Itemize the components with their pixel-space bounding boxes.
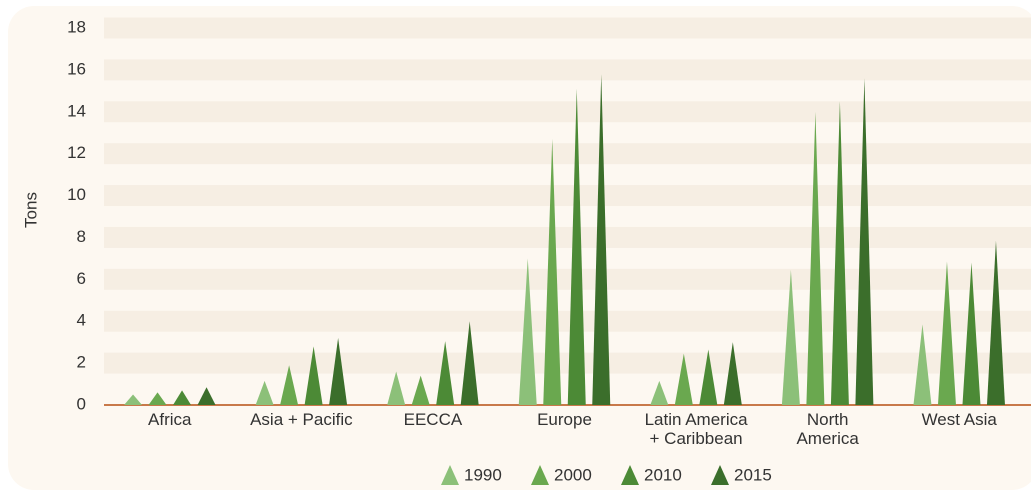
- spike: [830, 101, 849, 406]
- spike: [806, 111, 825, 406]
- y-axis-label: Tons: [21, 192, 40, 228]
- spike: [436, 341, 455, 405]
- x-tick-label: Europe: [537, 410, 592, 429]
- y-tick-label: 10: [67, 185, 86, 204]
- spike: [518, 258, 537, 405]
- spike: [148, 392, 167, 405]
- spike: [962, 262, 981, 405]
- y-tick-label: 0: [77, 394, 86, 413]
- legend-swatch: [621, 465, 639, 485]
- grid-band: [104, 143, 1031, 165]
- spike: [124, 394, 143, 405]
- spike: [723, 342, 742, 405]
- legend-label: 2015: [734, 465, 772, 484]
- spike: [567, 88, 586, 405]
- spike: [699, 349, 718, 405]
- spike: [387, 371, 406, 405]
- x-tick-label: Africa: [148, 410, 192, 429]
- spike: [913, 324, 932, 405]
- legend-label: 1990: [464, 465, 502, 484]
- x-tick-label: Latin America + Caribbean: [644, 410, 748, 448]
- legend-swatch: [711, 465, 729, 485]
- grid-band: [104, 101, 1031, 123]
- spike: [255, 380, 274, 405]
- grid-band: [104, 185, 1031, 207]
- spike: [197, 387, 216, 405]
- spike: [781, 269, 800, 405]
- spike: [329, 337, 348, 405]
- grid-band: [104, 352, 1031, 374]
- y-tick-label: 4: [77, 311, 86, 330]
- spike: [304, 346, 323, 405]
- legend-swatch: [441, 465, 459, 485]
- spike: [280, 365, 299, 405]
- y-tick-label: 6: [77, 269, 86, 288]
- y-tick-label: 8: [77, 227, 86, 246]
- spike: [460, 321, 479, 405]
- spike: [937, 261, 956, 405]
- legend-swatch: [531, 465, 549, 485]
- legend-label: 2010: [644, 465, 682, 484]
- y-tick-label: 18: [67, 17, 86, 36]
- spike: [674, 353, 693, 405]
- spike: [592, 74, 611, 406]
- grid-band: [104, 226, 1031, 248]
- spike: [855, 78, 874, 406]
- spike: [543, 139, 562, 405]
- x-tick-label: West Asia: [921, 410, 997, 429]
- spike: [650, 380, 669, 405]
- x-tick-label: North America: [796, 410, 859, 448]
- grid-band: [104, 310, 1031, 332]
- grid-band: [104, 17, 1031, 39]
- grid-band: [104, 59, 1031, 81]
- y-tick-label: 12: [67, 143, 86, 162]
- x-tick-label: EECCA: [403, 410, 463, 429]
- y-tick-label: 2: [77, 353, 86, 372]
- grid-band: [104, 268, 1031, 290]
- y-tick-label: 14: [67, 101, 86, 120]
- y-tick-label: 16: [67, 59, 86, 78]
- legend-label: 2000: [554, 465, 592, 484]
- spike: [986, 240, 1005, 405]
- x-tick-label: Asia + Pacific: [250, 410, 353, 429]
- spike: [411, 375, 430, 405]
- spike: [173, 390, 192, 405]
